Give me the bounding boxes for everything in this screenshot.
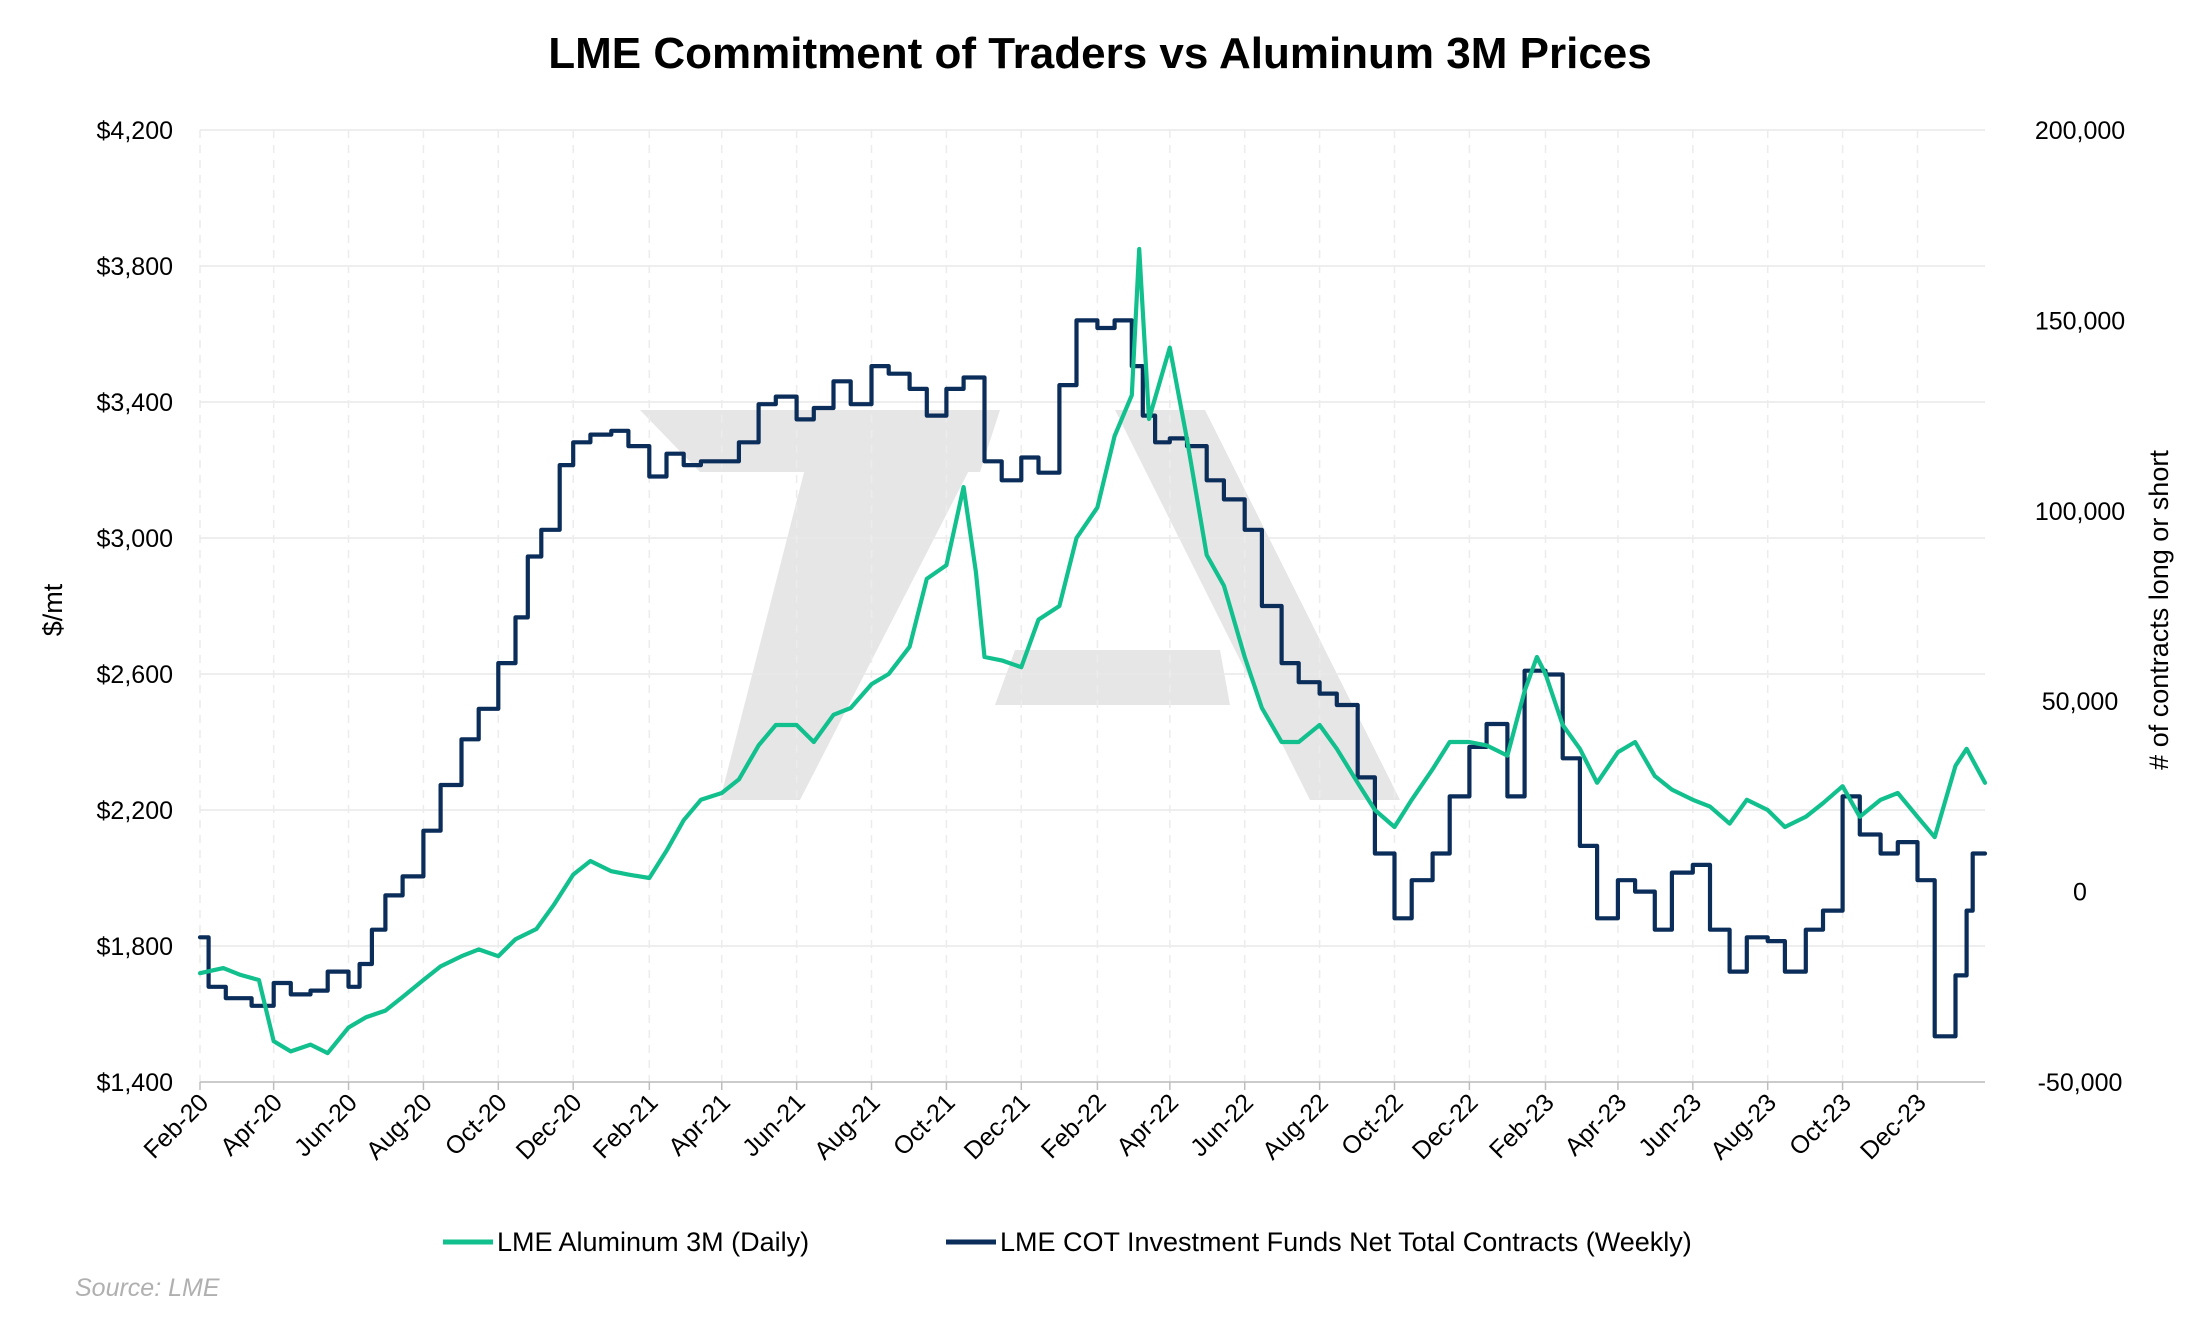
gridlines bbox=[199, 129, 1985, 1083]
series-line-aluminum-3m bbox=[197, 246, 1988, 1056]
y-axis-left: $1,400 $1,800 $2,200 $2,600 $3,000 $3,400 $3,8… bbox=[97, 117, 173, 1097]
y-right-tick-label: 150,000 bbox=[2035, 307, 2125, 335]
series-line-cot-net-contracts bbox=[197, 318, 1988, 1039]
y-left-tick-label: $1,400 bbox=[97, 1069, 173, 1097]
y-right-tick-label: 200,000 bbox=[2035, 117, 2125, 145]
chart-title: LME Commitment of Traders vs Aluminum 3M… bbox=[548, 29, 1652, 78]
y-left-tick-label: $3,800 bbox=[97, 253, 173, 281]
source-note: Source: LME bbox=[75, 1274, 220, 1302]
legend-item-aluminum: LME Aluminum 3M (Daily) bbox=[443, 1227, 809, 1257]
y-left-tick-label: $1,800 bbox=[97, 933, 173, 961]
legend-item-cot: LME COT Investment Funds Net Total Contr… bbox=[946, 1227, 1692, 1257]
legend-label-cot: LME COT Investment Funds Net Total Contr… bbox=[1000, 1227, 1692, 1257]
y-axis-right-label: # of contracts long or short bbox=[2144, 450, 2174, 770]
series-layer bbox=[197, 246, 1988, 1056]
y-right-tick-label: -50,000 bbox=[2038, 1069, 2123, 1097]
legend: LME Aluminum 3M (Daily) LME COT Investme… bbox=[443, 1227, 1692, 1257]
watermark-logo bbox=[640, 410, 1400, 800]
y-axis-right: -50,000 0 50,000 100,000 150,000 200,000 bbox=[2035, 117, 2125, 1097]
y-right-tick-label: 50,000 bbox=[2042, 688, 2118, 716]
y-right-tick-label: 0 bbox=[2073, 879, 2087, 907]
y-right-tick-label: 100,000 bbox=[2035, 498, 2125, 526]
y-left-tick-label: $3,400 bbox=[97, 389, 173, 417]
legend-label-aluminum: LME Aluminum 3M (Daily) bbox=[497, 1227, 809, 1257]
y-axis-left-label: $/mt bbox=[38, 583, 68, 636]
y-left-tick-label: $4,200 bbox=[97, 117, 173, 145]
y-left-tick-label: $2,200 bbox=[97, 797, 173, 825]
y-left-tick-label: $3,000 bbox=[97, 525, 173, 553]
y-left-tick-label: $2,600 bbox=[97, 661, 173, 689]
